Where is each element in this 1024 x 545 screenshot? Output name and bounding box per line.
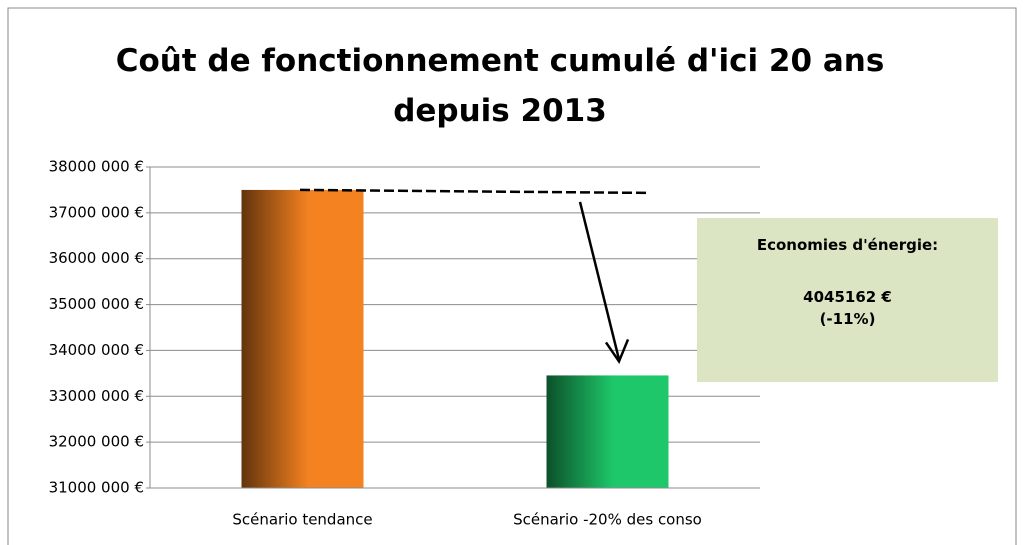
dashed-reference <box>299 188 651 195</box>
chart-frame <box>7 7 1017 545</box>
y-tick-label: 32000 000 € <box>49 433 144 451</box>
y-tick-label: 33000 000 € <box>49 387 144 405</box>
arrow-shaft <box>578 201 621 360</box>
y-tick-label: 37000 000 € <box>49 203 144 221</box>
chart-title: Coût de fonctionnement cumulé d'ici 20 a… <box>115 43 885 129</box>
bar <box>546 375 669 488</box>
y-tick-label: 31000 000 € <box>49 479 144 497</box>
annotation-percent: (-11%) <box>819 310 876 328</box>
x-tick-label: Scénario tendance <box>232 511 372 529</box>
annotation-amount: 4045162 € <box>803 288 892 306</box>
y-tick-label: 35000 000 € <box>49 295 144 313</box>
annotation-heading: Economies d'énergie: <box>756 236 939 254</box>
bar <box>241 189 364 488</box>
annotation-box: Economies d'énergie: 4045162 € (-11%) <box>697 218 998 382</box>
arrow-head <box>604 338 630 365</box>
y-tick-label: 38000 000 € <box>49 158 144 176</box>
y-tick-label: 34000 000 € <box>49 341 144 359</box>
y-tick-label: 36000 000 € <box>49 249 144 267</box>
x-tick-label: Scénario -20% des conso <box>513 511 702 529</box>
